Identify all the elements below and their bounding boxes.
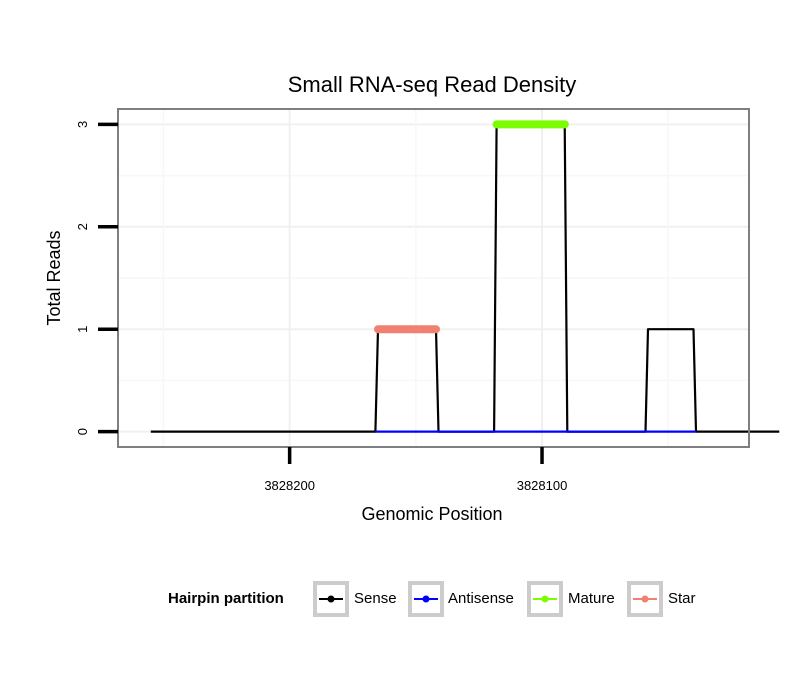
legend-label: Star — [668, 590, 696, 607]
y-tick-label: 2 — [75, 223, 90, 230]
x-axis-label: Genomic Position — [361, 504, 502, 524]
y-tick-label: 0 — [75, 428, 90, 435]
legend: Hairpin partition Sense Antisense Mature St… — [168, 581, 696, 617]
plot-border — [117, 108, 750, 448]
y-axis: 0 1 2 3 — [75, 121, 118, 435]
legend-title: Hairpin partition — [168, 590, 284, 607]
legend-item-star: Star — [627, 581, 696, 617]
x-tick-label: 3828200 — [264, 478, 315, 493]
y-tick-label: 3 — [75, 121, 90, 128]
y-tick-label: 1 — [75, 326, 90, 333]
legend-label: Antisense — [448, 590, 514, 607]
chart-title: Small RNA-seq Read Density — [288, 72, 577, 97]
legend-label: Mature — [568, 590, 615, 607]
legend-item-mature: Mature — [527, 581, 615, 617]
legend-key-dot — [327, 595, 335, 603]
y-axis-label: Total Reads — [44, 230, 64, 325]
legend-key-dot — [641, 595, 649, 603]
legend-key-dot — [422, 595, 430, 603]
legend-label: Sense — [354, 590, 397, 607]
x-tick-label: 3828100 — [517, 478, 568, 493]
legend-item-antisense: Antisense — [408, 581, 514, 617]
legend-key-dot — [541, 595, 549, 603]
legend-item-sense: Sense — [313, 581, 397, 617]
x-axis: 3828200 3828100 — [264, 447, 567, 493]
series-layer — [150, 120, 780, 433]
